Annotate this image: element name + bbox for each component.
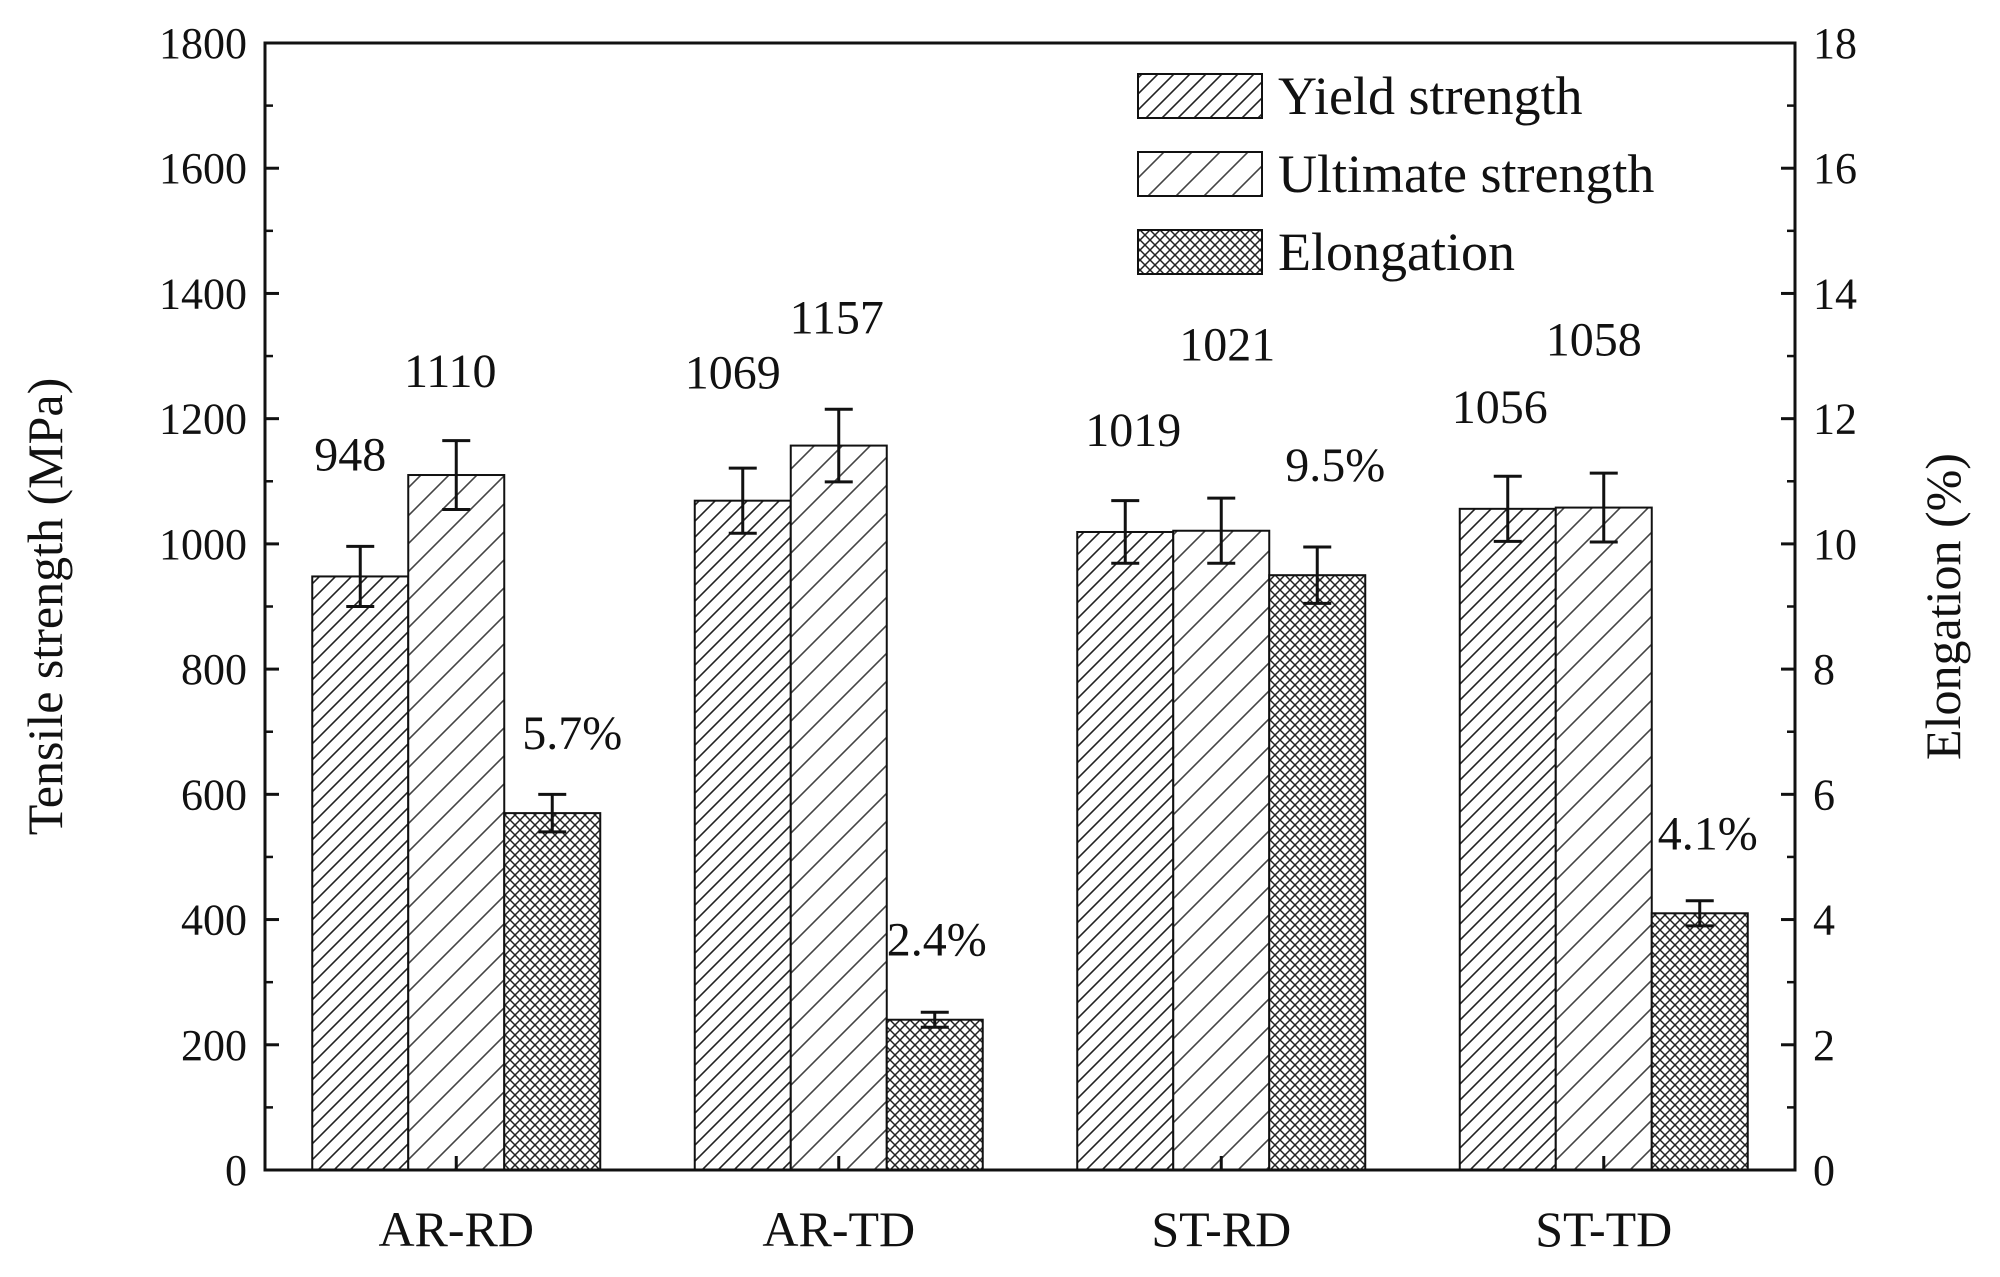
left-tick-label: 0: [225, 1146, 247, 1195]
error-bar-ultimate-strength-ar-td: [824, 407, 853, 484]
error-bar-ultimate-strength-st-td: [1589, 471, 1618, 544]
data-label-yield-strength-ar-td: 1069: [685, 347, 781, 400]
right-axis: 0 2 4 6 8 10 12 14 16 18: [1781, 19, 1857, 1195]
error-bar-yield-strength-st-td: [1493, 474, 1522, 543]
error-bar-yield-strength-ar-td: [728, 466, 757, 535]
legend-label-yield-strength: Yield strength: [1278, 66, 1582, 126]
right-tick-label: 10: [1813, 520, 1857, 569]
data-label-elongation-ar-td: 2.4%: [887, 914, 987, 967]
left-tick-label: 1600: [159, 144, 247, 193]
left-tick-label: 600: [181, 770, 247, 819]
data-label-yield-strength-st-td: 1056: [1452, 381, 1548, 434]
legend: Yield strength Ultimate strength Elongat…: [1137, 66, 1654, 282]
error-bar-elongation-st-rd: [1303, 545, 1332, 605]
left-tick-label: 200: [181, 1021, 247, 1070]
error-bar-elongation-st-td: [1685, 899, 1714, 928]
error-bar-yield-strength-ar-rd: [346, 544, 375, 608]
data-label-yield-strength-ar-rd: 948: [314, 428, 386, 481]
bar-elongation-st-rd: [1268, 574, 1367, 1171]
data-label-ultimate-strength-st-rd: 1021: [1179, 319, 1275, 372]
right-tick-label: 14: [1813, 269, 1857, 318]
x-tick-label-st-rd: ST-RD: [1151, 1201, 1291, 1257]
data-label-elongation-st-td: 4.1%: [1658, 807, 1758, 860]
bar-ultimate-strength-st-rd: [1172, 529, 1271, 1171]
right-tick-label: 0: [1813, 1146, 1835, 1195]
bar-ultimate-strength-st-td: [1554, 506, 1653, 1171]
x-tick-label-st-td: ST-TD: [1535, 1201, 1672, 1257]
data-label-ultimate-strength-st-td: 1058: [1546, 314, 1642, 367]
left-axis: 0 200 400 600 800 1000 1200 1400 1600 1800: [159, 19, 279, 1195]
legend-label-elongation: Elongation: [1278, 222, 1515, 282]
error-bar-elongation-ar-rd: [538, 792, 567, 834]
legend-swatch-yield-strength: [1137, 73, 1263, 119]
left-tick-label: 800: [181, 645, 247, 694]
bar-yield-strength-st-td: [1458, 507, 1557, 1171]
left-tick-label: 1000: [159, 520, 247, 569]
bar-ultimate-strength-ar-td: [789, 444, 888, 1172]
data-label-ultimate-strength-ar-rd: 1110: [404, 345, 496, 398]
bar-elongation-ar-td: [885, 1018, 984, 1171]
bar-yield-strength-ar-td: [693, 499, 792, 1172]
x-axis: AR-RD AR-TD ST-RD ST-TD: [378, 1156, 1672, 1257]
bar-elongation-ar-rd: [503, 812, 602, 1171]
error-bar-ultimate-strength-ar-rd: [442, 439, 471, 511]
right-tick-label: 12: [1813, 395, 1857, 444]
data-label-ultimate-strength-ar-td: 1157: [790, 292, 884, 345]
legend-label-ultimate-strength: Ultimate strength: [1278, 144, 1654, 204]
right-tick-label: 18: [1813, 19, 1857, 68]
left-tick-label: 1400: [159, 269, 247, 318]
left-tick-label: 1200: [159, 395, 247, 444]
error-bar-elongation-ar-td: [920, 1010, 949, 1029]
legend-swatch-ultimate-strength: [1137, 151, 1263, 197]
error-bar-ultimate-strength-st-rd: [1207, 496, 1236, 565]
right-tick-label: 6: [1813, 770, 1835, 819]
data-label-elongation-ar-rd: 5.7%: [522, 707, 622, 760]
bar-elongation-st-td: [1650, 912, 1749, 1171]
right-axis-title: Elongation (%): [1915, 453, 1971, 760]
error-bar-yield-strength-st-rd: [1111, 499, 1140, 565]
bar-yield-strength-st-rd: [1076, 530, 1175, 1171]
legend-swatch-elongation: [1137, 229, 1263, 275]
bar-yield-strength-ar-rd: [311, 575, 410, 1171]
left-axis-title: Tensile strength (MPa): [17, 378, 73, 836]
data-label-elongation-st-rd: 9.5%: [1285, 439, 1385, 492]
x-tick-label-ar-rd: AR-RD: [378, 1201, 534, 1257]
right-tick-label: 8: [1813, 645, 1835, 694]
left-tick-label: 1800: [159, 19, 247, 68]
right-tick-label: 2: [1813, 1021, 1835, 1070]
bar-ultimate-strength-ar-rd: [407, 474, 506, 1171]
right-tick-label: 4: [1813, 896, 1835, 945]
data-label-yield-strength-st-rd: 1019: [1085, 404, 1181, 457]
right-tick-label: 16: [1813, 144, 1857, 193]
x-tick-label-ar-td: AR-TD: [762, 1201, 915, 1257]
left-tick-label: 400: [181, 896, 247, 945]
